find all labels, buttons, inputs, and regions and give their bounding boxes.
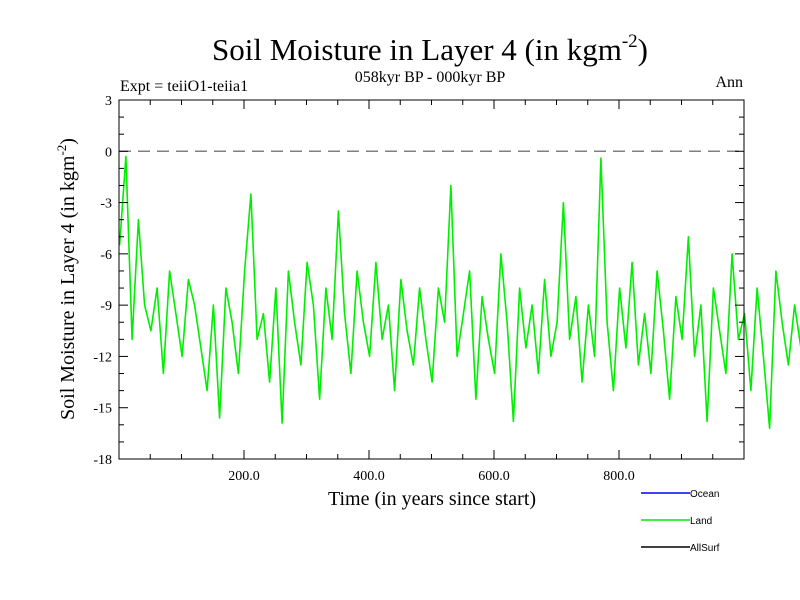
y-tick-label: -12	[93, 350, 112, 365]
chart-subtitle: 058kyr BP - 000kyr BP	[355, 69, 506, 86]
y-tick-label: 0	[105, 145, 112, 160]
y-tick-label: -9	[100, 299, 112, 314]
plot-frame	[118, 99, 745, 460]
x-tick-label: 600.0	[478, 469, 510, 484]
legend: Ocean Land AllSurf	[641, 489, 720, 554]
y-tick-label: -6	[100, 248, 112, 263]
y-axis-label: Soil Moisture in Layer 4 (in kgm-2)	[54, 138, 79, 420]
y-tick-label: -18	[93, 453, 112, 468]
legend-label-ocean: Ocean	[690, 489, 719, 500]
season-label: Ann	[715, 74, 743, 91]
legend-label-land: Land	[690, 516, 712, 527]
legend-label-allsurf: AllSurf	[690, 543, 720, 554]
series-line-land	[118, 155, 800, 430]
x-tick-label: 800.0	[603, 469, 635, 484]
y-tick-label: -15	[93, 402, 112, 417]
y-tick-label: -3	[100, 197, 112, 212]
x-tick-label: 200.0	[228, 469, 260, 484]
chart-title: Soil Moisture in Layer 4 (in kgm-2)	[212, 31, 648, 67]
plot-area: 3 0 -3 -6 -9 -12 -15 -18 200.0 400.0 600.0 800.0	[93, 94, 800, 484]
x-axis-label: Time (in years since start)	[328, 488, 536, 510]
experiment-label: Expt = teiiO1-teiia1	[120, 78, 248, 95]
y-tick-label: 3	[105, 94, 112, 109]
x-tick-label: 400.0	[353, 469, 385, 484]
